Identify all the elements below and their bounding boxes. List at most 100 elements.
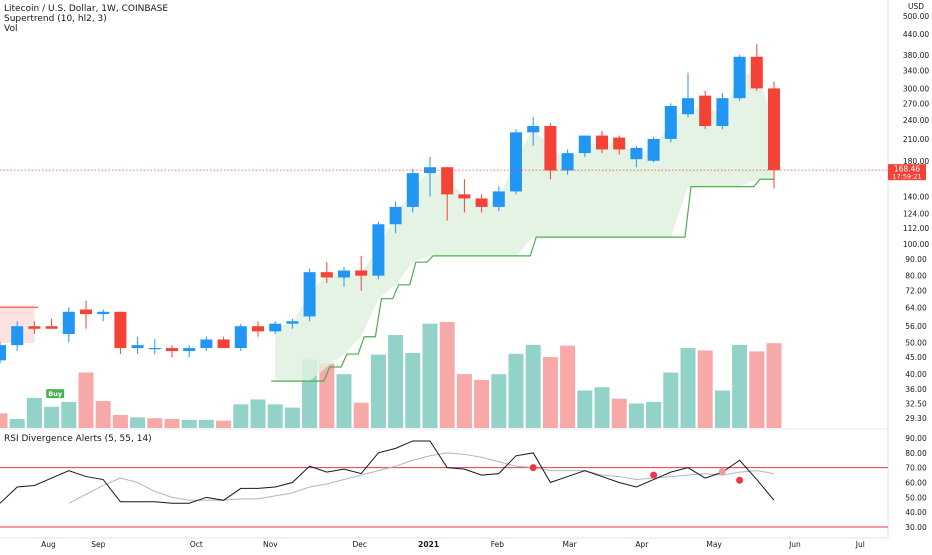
price-tick-label: 440.00 — [903, 30, 929, 39]
volume-bar — [542, 357, 558, 428]
rsi-divergence-dot — [529, 464, 537, 472]
price-tick-label: 140.00 — [903, 192, 929, 201]
supertrend-fill — [275, 71, 774, 382]
candle-body — [45, 326, 58, 329]
time-axis-label: Nov — [263, 540, 278, 549]
candle-body — [355, 270, 368, 276]
volume-bar — [714, 390, 730, 428]
candle-body — [647, 138, 660, 161]
time-axis-label: May — [706, 540, 722, 549]
price-tick-label: 80.00 — [905, 272, 927, 281]
candle-body — [217, 339, 230, 349]
candle-body — [320, 272, 333, 278]
candle-body — [544, 126, 557, 171]
volume-bar — [611, 398, 627, 428]
time-axis-label: Apr — [635, 540, 649, 549]
volume-bar — [594, 387, 610, 428]
candle-body — [492, 191, 505, 207]
price-tick-label: 36.00 — [905, 385, 927, 394]
candle-body — [62, 311, 75, 335]
candle-body — [613, 137, 626, 150]
candle-body — [303, 272, 316, 317]
rsi-divergence-dot — [718, 467, 726, 475]
volume-bar — [44, 406, 60, 428]
last-price-value: 168.46 — [894, 165, 920, 174]
rsi-tick-label: 50.00 — [905, 493, 927, 502]
candle-body — [372, 224, 385, 276]
volume-bar — [319, 363, 335, 428]
price-tick-label: 90.00 — [905, 255, 927, 264]
candle-body — [183, 348, 196, 352]
candle-body — [733, 56, 746, 99]
buy-label-box — [46, 389, 65, 399]
price-tick-label: 56.00 — [905, 322, 927, 331]
price-tick-label: 380.00 — [903, 51, 929, 60]
supertrend-line — [271, 178, 774, 382]
volume-bar — [766, 343, 782, 428]
volume-bar — [9, 419, 25, 428]
countdown-value: 17:59:21 — [892, 173, 921, 181]
candle-body — [80, 309, 92, 315]
price-tick-label: 240.00 — [903, 116, 929, 125]
rsi-line — [0, 440, 775, 504]
price-tick-label: 32.50 — [905, 399, 927, 408]
rsi-legend[interactable]: RSI Divergence Alerts (5, 55, 14) — [4, 434, 152, 444]
volume-bar — [628, 403, 644, 428]
candle-body — [200, 339, 213, 349]
volume-bar — [474, 379, 490, 428]
volume-bar — [508, 353, 524, 428]
last-price-tag — [888, 164, 926, 181]
volume-bar — [130, 417, 146, 428]
symbol-legend[interactable]: Litecoin / U.S. Dollar, 1W, COINBASE — [4, 4, 169, 14]
candle-body — [699, 95, 712, 127]
volume-bar — [405, 352, 421, 428]
volume-bar — [164, 419, 180, 428]
candle-body — [406, 173, 419, 207]
candle-body — [578, 135, 591, 154]
candle-body — [114, 311, 127, 349]
time-axis-label: 2021 — [418, 540, 439, 549]
volume-bar — [491, 374, 507, 428]
volume-bar — [439, 322, 455, 428]
candle-body — [131, 345, 144, 349]
candle-body — [475, 198, 488, 207]
volume-bar — [560, 345, 576, 428]
volume-bar — [525, 344, 541, 428]
time-axis-label: Dec — [353, 540, 368, 549]
volume-legend[interactable]: Vol — [4, 24, 18, 34]
price-tick-label: 270.00 — [903, 99, 929, 108]
volume-bar — [697, 350, 713, 428]
rsi-tick-label: 60.00 — [905, 479, 927, 488]
volume-bar — [112, 414, 128, 428]
time-axis-label: Sep — [91, 540, 105, 549]
candle-body — [682, 98, 694, 115]
candle-body — [664, 105, 677, 139]
candle-body — [234, 326, 247, 349]
volume-bar — [147, 418, 163, 428]
candle-body — [596, 135, 608, 150]
candle-body — [148, 348, 161, 350]
price-tick-label: 72.00 — [905, 287, 927, 296]
candle-body — [716, 98, 729, 127]
candle-body — [338, 270, 350, 278]
candle-body — [441, 167, 454, 195]
rsi-divergence-dot — [736, 476, 744, 484]
price-tick-label: 45.00 — [905, 353, 927, 362]
volume-bar — [78, 372, 94, 428]
candle-body — [424, 167, 436, 174]
volume-bar — [663, 372, 679, 428]
volume-bar — [680, 348, 696, 428]
supertrend-legend[interactable]: Supertrend (10, hl2, 3) — [4, 14, 107, 24]
candle-body — [11, 326, 24, 346]
candle-body — [97, 311, 110, 315]
time-axis-label: Aug — [41, 540, 56, 549]
candle-body — [286, 321, 299, 324]
candle-body — [630, 147, 643, 160]
volume-bar — [216, 420, 232, 428]
time-axis-label: Jun — [788, 540, 801, 549]
buy-label-text: Buy — [48, 390, 63, 398]
price-tick-label: 210.00 — [903, 135, 929, 144]
rsi-divergence-dot — [650, 471, 658, 479]
candle-body — [527, 126, 540, 133]
